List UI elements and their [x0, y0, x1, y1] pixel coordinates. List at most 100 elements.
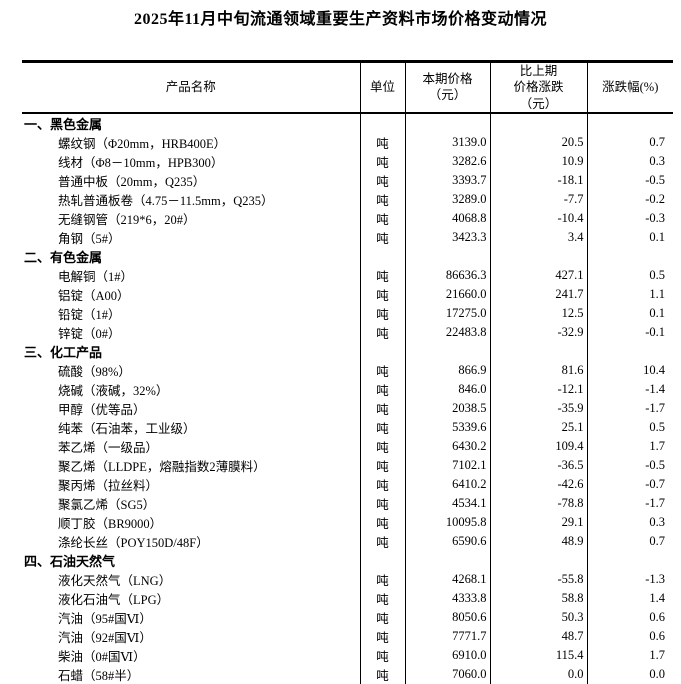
change-percent-cell: 0.3 [586, 512, 673, 532]
current-price-cell: 86636.3 [404, 265, 490, 285]
product-name: 普通中板（20mm，Q235） [58, 174, 206, 189]
table-row: 锌锭（0#） 吨 22483.8 -32.9 -0.1 [22, 322, 673, 342]
unit-cell [359, 341, 405, 361]
current-price-cell [404, 246, 490, 266]
table-body: 一、黑色金属 螺纹钢（Φ20mm，HRB400E）吨 3139.0 20.5 0.7 线材… [22, 112, 673, 684]
current-price-cell: 5339.6 [404, 417, 490, 437]
product-name: 柴油（0#国Ⅵ） [58, 649, 146, 664]
price-change-cell: 81.6 [489, 360, 587, 380]
unit-cell: 吨 [359, 436, 405, 456]
current-price-cell: 4534.1 [404, 493, 490, 513]
section-row: 一、黑色金属 [22, 112, 673, 133]
table-row: 电解铜（1#） 吨 86636.3 427.1 0.5 [22, 265, 673, 285]
change-percent-cell: -1.7 [586, 493, 673, 513]
unit-cell: 吨 [359, 303, 405, 323]
unit-cell: 吨 [359, 379, 405, 399]
unit-cell [359, 246, 405, 266]
price-change-cell: 12.5 [489, 303, 587, 323]
change-percent-cell [586, 246, 673, 266]
change-percent-cell: -0.5 [586, 170, 673, 190]
change-percent-cell: 0.5 [586, 417, 673, 437]
price-change-cell: 109.4 [489, 436, 587, 456]
price-change-cell: 29.1 [489, 512, 587, 532]
table-row: 普通中板（20mm，Q235） 吨 3393.7 -18.1 -0.5 [22, 170, 673, 190]
unit-cell: 吨 [359, 360, 405, 380]
unit-cell: 吨 [359, 493, 405, 513]
table-row: 涤纶长丝（POY150D/48F） 吨 6590.6 48.9 0.7 [22, 531, 673, 551]
product-name: 甲醇（优等品） [58, 402, 146, 417]
price-change-cell: 115.4 [489, 645, 587, 665]
current-price-cell: 6590.6 [404, 531, 490, 551]
price-change-cell: -55.8 [489, 569, 587, 589]
change-percent-cell: 0.0 [586, 664, 673, 684]
current-price-cell: 3289.0 [404, 189, 490, 209]
product-name: 顺丁胶（BR9000） [58, 516, 163, 531]
price-change-cell: 427.1 [489, 265, 587, 285]
unit-cell: 吨 [359, 607, 405, 627]
product-name: 石蜡（58#半） [58, 668, 140, 683]
change-percent-cell [586, 112, 673, 133]
product-name: 热轧普通板卷（4.75－11.5mm，Q235） [58, 193, 274, 208]
current-price-cell: 7102.1 [404, 455, 490, 475]
unit-cell: 吨 [359, 588, 405, 608]
unit-cell: 吨 [359, 569, 405, 589]
section-row: 四、石油天然气 [22, 550, 673, 570]
header-row: 产品名称 单位 本期价格 （元） 比上期 价格涨跌 （元） 涨跌幅(%) [22, 61, 673, 113]
current-price-cell: 7060.0 [404, 664, 490, 684]
price-change-cell [489, 341, 587, 361]
product-name: 电解铜（1#） [58, 269, 134, 284]
unit-cell: 吨 [359, 284, 405, 304]
table-header: 产品名称 单位 本期价格 （元） 比上期 价格涨跌 （元） 涨跌幅(%) [22, 61, 673, 113]
table-row: 铅锭（1#） 吨 17275.0 12.5 0.1 [22, 303, 673, 323]
table-row: 角钢（5#） 吨 3423.3 3.4 0.1 [22, 227, 673, 247]
change-percent-cell: -1.7 [586, 398, 673, 418]
unit-cell: 吨 [359, 170, 405, 190]
change-percent-cell: 0.5 [586, 265, 673, 285]
price-change-cell [489, 550, 587, 570]
product-name: 液化石油气（LPG） [58, 592, 170, 607]
table-row: 汽油（92#国Ⅵ） 吨 7771.7 48.7 0.6 [22, 626, 673, 646]
current-price-cell: 866.9 [404, 360, 490, 380]
column-header-change-percent: 涨跌幅(%) [586, 61, 673, 113]
table-row: 铝锭（A00） 吨 21660.0 241.7 1.1 [22, 284, 673, 304]
change-percent-cell: 0.7 [586, 132, 673, 152]
table-row: 聚乙烯（LLDPE，熔融指数2薄膜料） 吨 7102.1 -36.5 -0.5 [22, 455, 673, 475]
current-price-cell: 6410.2 [404, 474, 490, 494]
current-price-cell: 22483.8 [404, 322, 490, 342]
table-row: 线材（Φ8－10mm，HPB300） 吨 3282.6 10.9 0.3 [22, 151, 673, 171]
current-price-cell: 4068.8 [404, 208, 490, 228]
current-price-cell: 4333.8 [404, 588, 490, 608]
product-name: 液化天然气（LNG） [58, 573, 172, 588]
current-price-cell: 6910.0 [404, 645, 490, 665]
table-row: 苯乙烯（一级品） 吨 6430.2 109.4 1.7 [22, 436, 673, 456]
table-row: 甲醇（优等品） 吨 2038.5 -35.9 -1.7 [22, 398, 673, 418]
table-row: 烧碱（液碱，32%） 吨 846.0 -12.1 -1.4 [22, 379, 673, 399]
product-name: 铝锭（A00） [58, 288, 130, 303]
unit-cell: 吨 [359, 645, 405, 665]
unit-cell: 吨 [359, 474, 405, 494]
current-price-cell: 21660.0 [404, 284, 490, 304]
change-percent-cell: -0.7 [586, 474, 673, 494]
current-price-cell: 4268.1 [404, 569, 490, 589]
product-name: 苯乙烯（一级品） [58, 440, 159, 455]
current-price-cell: 10095.8 [404, 512, 490, 532]
table-row: 聚丙烯（拉丝料） 吨 6410.2 -42.6 -0.7 [22, 474, 673, 494]
unit-cell: 吨 [359, 265, 405, 285]
price-change-cell: 0.0 [489, 664, 587, 684]
unit-cell: 吨 [359, 664, 405, 684]
change-percent-cell: 1.7 [586, 436, 673, 456]
current-price-cell: 2038.5 [404, 398, 490, 418]
unit-cell: 吨 [359, 398, 405, 418]
current-price-cell: 6430.2 [404, 436, 490, 456]
current-price-cell: 846.0 [404, 379, 490, 399]
change-percent-cell: 0.3 [586, 151, 673, 171]
table-row: 螺纹钢（Φ20mm，HRB400E） 吨 3139.0 20.5 0.7 [22, 132, 673, 152]
price-change-cell: 10.9 [489, 151, 587, 171]
product-name: 聚氯乙烯（SG5） [58, 497, 156, 512]
change-percent-cell: -1.3 [586, 569, 673, 589]
table-row: 顺丁胶（BR9000） 吨 10095.8 29.1 0.3 [22, 512, 673, 532]
unit-cell: 吨 [359, 132, 405, 152]
change-percent-cell: 0.6 [586, 626, 673, 646]
product-name: 线材（Φ8－10mm，HPB300） [58, 155, 224, 170]
section-row: 三、化工产品 [22, 341, 673, 361]
